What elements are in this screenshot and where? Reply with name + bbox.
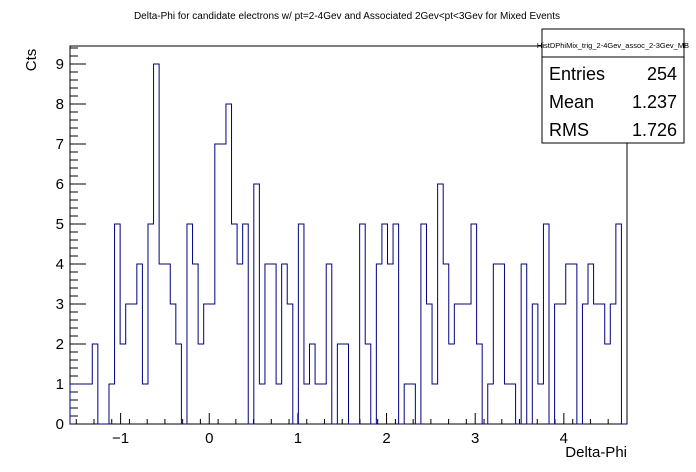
y-tick-label: 2 xyxy=(56,336,64,353)
stats-entries-label: Entries xyxy=(549,64,605,84)
y-tick-label: 8 xyxy=(56,96,64,113)
stats-box-border xyxy=(541,28,685,144)
x-tick-label: 3 xyxy=(471,430,479,447)
x-axis-label: Delta-Phi xyxy=(565,444,627,461)
stats-entries-value: 254 xyxy=(647,64,677,84)
y-tick-label: 4 xyxy=(56,256,64,273)
x-tick-label: 4 xyxy=(560,430,568,447)
x-tick-label: 2 xyxy=(382,430,390,447)
x-tick-label: 0 xyxy=(205,430,213,447)
y-tick-label: 6 xyxy=(56,176,64,193)
stats-histogram-name: HistDPhiMix_trig_2-4Gev_assoc_2-3Gev_MB xyxy=(537,41,689,50)
y-tick-label: 0 xyxy=(56,416,64,433)
axis-ticks xyxy=(70,47,609,425)
stats-mean-label: Mean xyxy=(549,92,594,112)
tick-labels: −1 0 1 2 3 4 0 1 2 3 4 5 6 7 8 9 xyxy=(56,56,568,447)
y-tick-label: 7 xyxy=(56,136,64,153)
x-tick-label: 1 xyxy=(294,430,302,447)
y-tick-label: 3 xyxy=(56,296,64,313)
y-axis-label: Cts xyxy=(23,49,40,72)
histogram-series-line xyxy=(69,63,627,425)
stats-rms-label: RMS xyxy=(549,120,589,140)
chart-title: Delta-Phi for candidate electrons w/ pt=… xyxy=(134,11,560,22)
y-tick-label: 1 xyxy=(56,376,64,393)
y-tick-label: 5 xyxy=(56,216,64,233)
stats-mean-value: 1.237 xyxy=(632,92,677,112)
y-tick-label: 9 xyxy=(56,56,64,73)
x-tick-label: −1 xyxy=(112,430,129,447)
stats-box: HistDPhiMix_trig_2-4Gev_assoc_2-3Gev_MB … xyxy=(537,28,689,144)
stats-rms-value: 1.726 xyxy=(632,120,677,140)
